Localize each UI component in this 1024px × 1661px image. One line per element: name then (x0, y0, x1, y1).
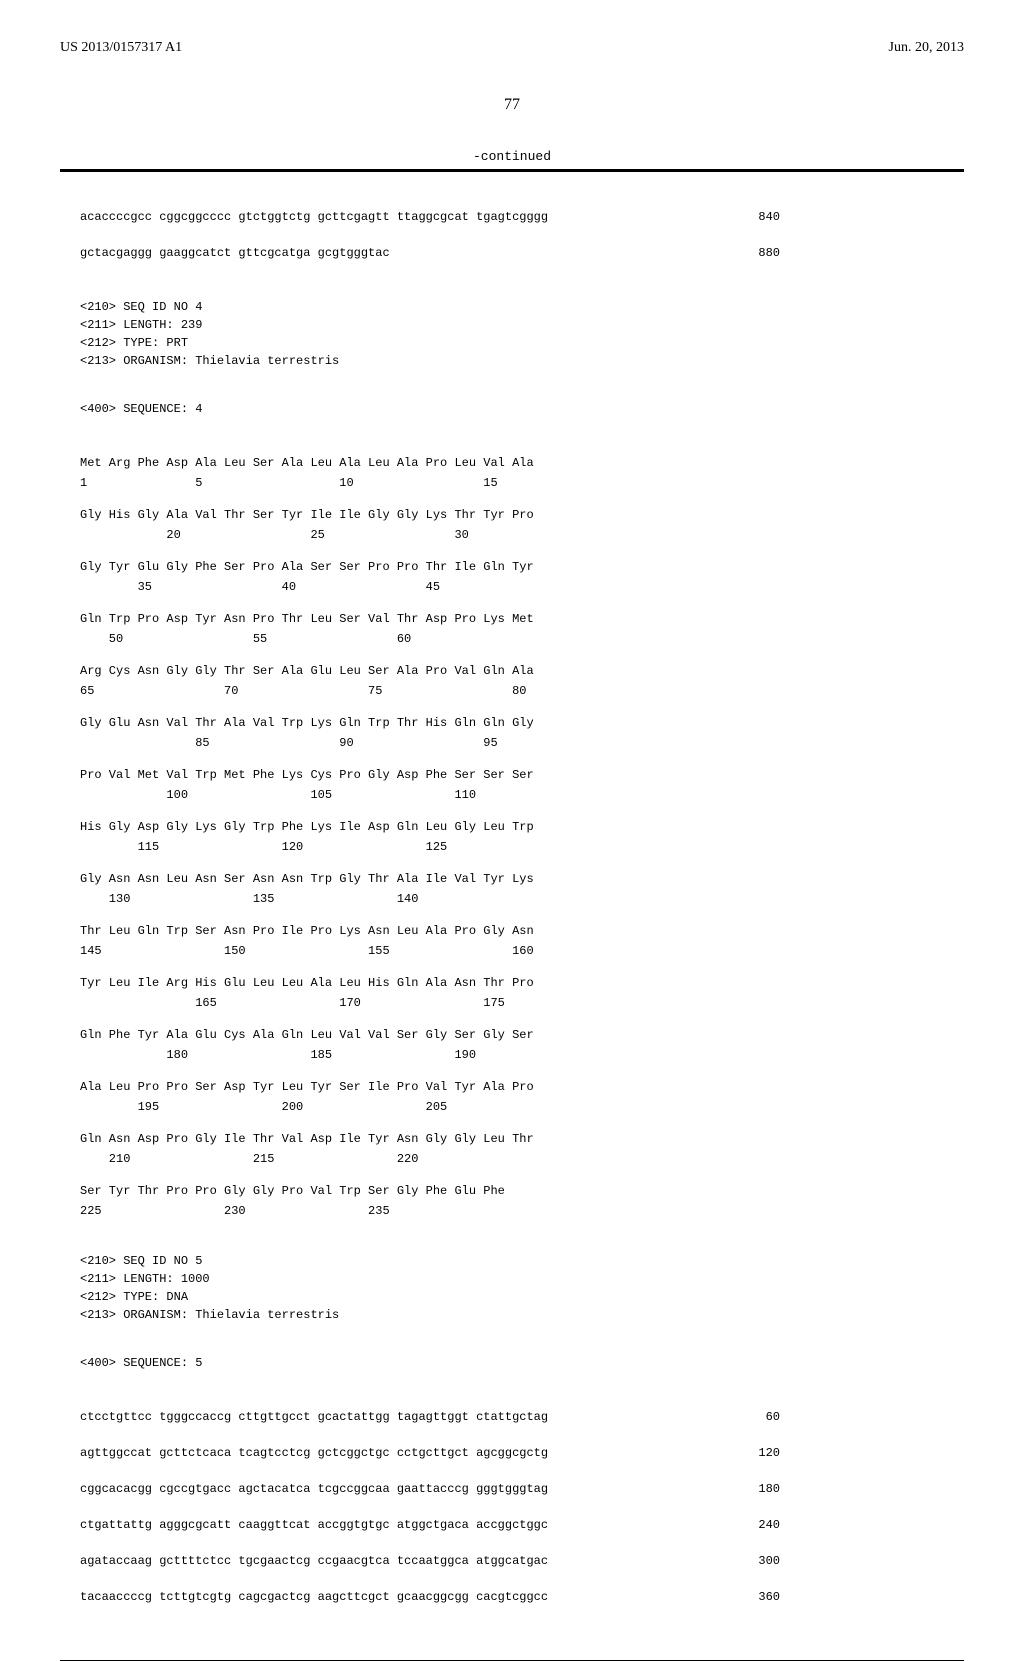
nucleotide-line: acaccccgcc cggcggcccc gtctggtctg gcttcga… (80, 208, 780, 226)
seq4-header: <400> SEQUENCE: 4 (80, 400, 944, 418)
seq-meta-line: <213> ORGANISM: Thielavia terrestris (80, 352, 944, 370)
nucleotide-line: ctgattattg agggcgcatt caaggttcat accggtg… (80, 1516, 780, 1534)
nucleotide-line: gctacgaggg gaaggcatct gttcgcatga gcgtggg… (80, 244, 780, 262)
position-line: 115 120 125 (80, 838, 944, 856)
amino-acid-line: Met Arg Phe Asp Ala Leu Ser Ala Leu Ala … (80, 454, 944, 472)
nucleotide-line: cggcacacgg cgccgtgacc agctacatca tcgccgg… (80, 1480, 780, 1498)
seq-meta-line: <213> ORGANISM: Thielavia terrestris (80, 1306, 944, 1324)
amino-acid-line: Ser Tyr Thr Pro Pro Gly Gly Pro Val Trp … (80, 1182, 944, 1200)
amino-acid-line: Gln Trp Pro Asp Tyr Asn Pro Thr Leu Ser … (80, 610, 944, 628)
position-line: 35 40 45 (80, 578, 944, 596)
position-line: 20 25 30 (80, 526, 944, 544)
position-line: 180 185 190 (80, 1046, 944, 1064)
amino-acid-line: Gln Asn Asp Pro Gly Ile Thr Val Asp Ile … (80, 1130, 944, 1148)
page-number: 77 (60, 96, 964, 114)
position-line: 145 150 155 160 (80, 942, 944, 960)
nucleotide-line: tacaaccccg tcttgtcgtg cagcgactcg aagcttc… (80, 1588, 780, 1606)
position-line: 225 230 235 (80, 1202, 944, 1220)
divider-top (60, 169, 964, 172)
seq-meta-line: <212> TYPE: PRT (80, 334, 944, 352)
position-line: 195 200 205 (80, 1098, 944, 1116)
position-line: 130 135 140 (80, 890, 944, 908)
header: US 2013/0157317 A1 Jun. 20, 2013 (60, 40, 964, 56)
nucleotide-line: agataccaag gcttttctcc tgcgaactcg ccgaacg… (80, 1552, 780, 1570)
amino-acid-line: His Gly Asp Gly Lys Gly Trp Phe Lys Ile … (80, 818, 944, 836)
position-line: 65 70 75 80 (80, 682, 944, 700)
amino-acid-line: Tyr Leu Ile Arg His Glu Leu Leu Ala Leu … (80, 974, 944, 992)
amino-acid-line: Gly Tyr Glu Gly Phe Ser Pro Ala Ser Ser … (80, 558, 944, 576)
amino-acid-line: Ala Leu Pro Pro Ser Asp Tyr Leu Tyr Ser … (80, 1078, 944, 1096)
position-line: 210 215 220 (80, 1150, 944, 1168)
seq-meta-line: <211> LENGTH: 239 (80, 316, 944, 334)
seq-meta-line: <210> SEQ ID NO 5 (80, 1252, 944, 1270)
nucleotide-line: ctcctgttcc tgggccaccg cttgttgcct gcactat… (80, 1408, 780, 1426)
amino-acid-line: Pro Val Met Val Trp Met Phe Lys Cys Pro … (80, 766, 944, 784)
seq-meta-line: <211> LENGTH: 1000 (80, 1270, 944, 1288)
pub-number: US 2013/0157317 A1 (60, 40, 182, 56)
seq-meta-line: <210> SEQ ID NO 4 (80, 298, 944, 316)
position-line: 165 170 175 (80, 994, 944, 1012)
amino-acid-line: Gly His Gly Ala Val Thr Ser Tyr Ile Ile … (80, 506, 944, 524)
position-line: 1 5 10 15 (80, 474, 944, 492)
position-line: 85 90 95 (80, 734, 944, 752)
amino-acid-line: Gly Glu Asn Val Thr Ala Val Trp Lys Gln … (80, 714, 944, 732)
seq-meta-line: <212> TYPE: DNA (80, 1288, 944, 1306)
nucleotide-line: agttggccat gcttctcaca tcagtcctcg gctcggc… (80, 1444, 780, 1462)
position-line: 100 105 110 (80, 786, 944, 804)
seq5-header: <400> SEQUENCE: 5 (80, 1354, 944, 1372)
amino-acid-line: Thr Leu Gln Trp Ser Asn Pro Ile Pro Lys … (80, 922, 944, 940)
position-line: 50 55 60 (80, 630, 944, 648)
amino-acid-line: Arg Cys Asn Gly Gly Thr Ser Ala Glu Leu … (80, 662, 944, 680)
pub-date: Jun. 20, 2013 (889, 40, 964, 56)
sequence-content: acaccccgcc cggcggcccc gtctggtctg gcttcga… (60, 180, 964, 1652)
amino-acid-line: Gln Phe Tyr Ala Glu Cys Ala Gln Leu Val … (80, 1026, 944, 1044)
continued-label: -continued (60, 149, 964, 164)
amino-acid-line: Gly Asn Asn Leu Asn Ser Asn Asn Trp Gly … (80, 870, 944, 888)
